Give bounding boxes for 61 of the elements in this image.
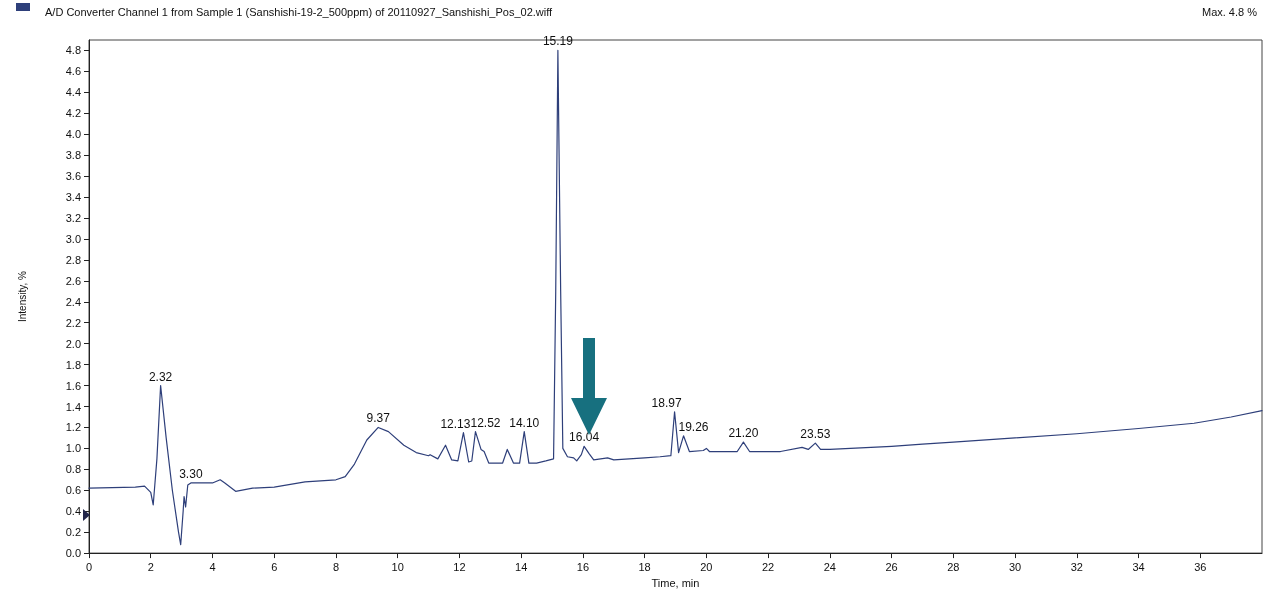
y-tick-label: 1.2 (65, 421, 81, 434)
annotation: 12.13 (440, 416, 471, 431)
y-tick-label: 3.8 (65, 149, 81, 162)
annotation: 16.04 (569, 430, 600, 445)
y-tick-label: 4.2 (65, 107, 81, 120)
y-tick-label: 1.0 (65, 442, 81, 455)
y-tick-label: 3.0 (65, 232, 81, 245)
y-tick-label: 0.6 (65, 484, 81, 497)
y-tick-label: 1.4 (65, 400, 81, 413)
x-tick-label: 0 (85, 560, 93, 573)
y-tick-label: 0.2 (65, 526, 81, 539)
y-axis-title: Intensity, % (16, 270, 28, 323)
x-tick-label: 24 (823, 560, 836, 573)
annotation: 2.32 (148, 369, 173, 384)
text: Max. 4.8 % (1201, 5, 1258, 18)
x-tick-label: 28 (947, 560, 960, 573)
x-tick-label: 34 (1132, 560, 1145, 573)
x-tick-label: 6 (271, 560, 278, 573)
y-tick-label: 4.6 (65, 65, 81, 78)
y-tick-label: 2.8 (65, 253, 81, 266)
annotation: 18.97 (651, 395, 682, 410)
y-tick-label: 1.8 (65, 358, 81, 371)
x-tick-label: 36 (1194, 560, 1207, 573)
y-tick-label: 3.6 (65, 170, 81, 183)
y-tick-label: 4.4 (65, 86, 81, 99)
y-tick-label: 2.0 (65, 337, 81, 350)
x-tick-label: 30 (1008, 560, 1022, 573)
line-series (88, 49, 1263, 546)
annotation: 3.30 (179, 466, 203, 481)
annotation: 23.53 (800, 427, 831, 442)
y-tick-label: 0.8 (65, 463, 81, 476)
y-tick-label: 1.6 (65, 379, 81, 392)
x-axis-title: Time, min (651, 576, 700, 589)
x-tick-label: 12 (453, 560, 466, 573)
x-tick-label: 2 (147, 560, 154, 573)
x-tick-label: 22 (761, 560, 775, 573)
x-tick-label: 4 (209, 560, 216, 573)
chart-title: A/D Converter Channel 1 from Sample 1 (Sanshishi-19-2_500ppm) of 20110927_Sanshishi_Pos_02.wiff (45, 5, 554, 18)
y-tick-label: 4.0 (65, 128, 81, 141)
y-tick-label: 4.8 (65, 44, 81, 57)
y-tick-label: 2.6 (65, 274, 81, 287)
x-tick-label: 10 (391, 560, 404, 573)
annotation: 15.19 (542, 34, 574, 49)
y-tick-label: 0.4 (65, 505, 81, 518)
y-tick-label: 0.0 (65, 547, 81, 560)
annotation: 9.37 (366, 411, 391, 426)
annotation: 19.26 (678, 419, 709, 434)
x-tick-label: 26 (885, 560, 898, 573)
x-tick-label: 20 (700, 560, 713, 573)
y-tick-label: 3.2 (65, 212, 81, 225)
annotation: 21.20 (728, 426, 759, 441)
annotation: 14.10 (509, 415, 540, 430)
x-tick-label: 16 (576, 560, 590, 573)
y-tick-label: 2.2 (65, 316, 81, 329)
annotation: 12.52 (470, 415, 501, 430)
y-tick-label: 3.4 (65, 191, 81, 204)
x-tick-label: 8 (332, 560, 340, 573)
y-tick-label: 2.4 (65, 295, 81, 308)
x-tick-label: 32 (1070, 560, 1083, 573)
x-tick-label: 18 (638, 560, 651, 573)
x-tick-label: 14 (515, 560, 528, 573)
